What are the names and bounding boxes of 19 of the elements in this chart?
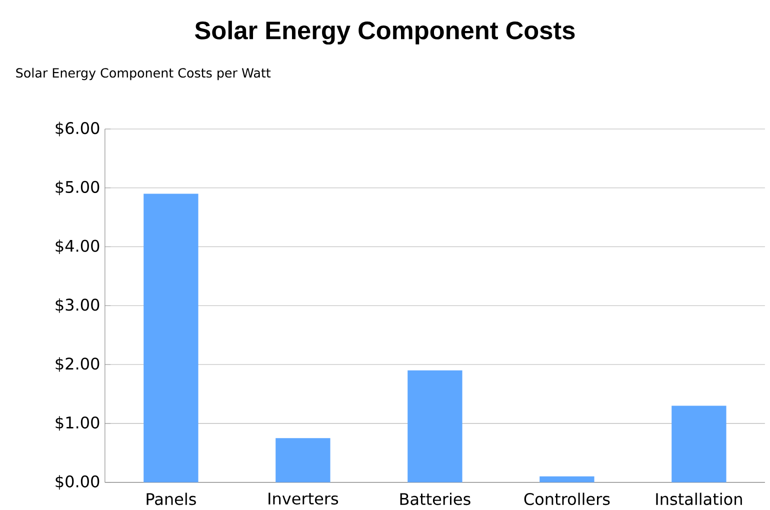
chart-title: Solar Energy Component Costs <box>195 20 575 45</box>
bar <box>672 406 726 482</box>
bar <box>276 438 330 482</box>
y-tick-label: $1.00 <box>56 416 100 431</box>
y-tick-label: $4.00 <box>56 240 100 254</box>
x-tick-label: Panels <box>146 492 196 506</box>
y-tick-label: $2.00 <box>56 357 100 372</box>
y-tick-label: $5.00 <box>56 180 100 196</box>
y-tick-label: $0.00 <box>56 475 100 490</box>
y-tick-label: $3.00 <box>56 298 100 313</box>
x-tick-label: Batteries <box>400 492 470 506</box>
x-tick-label: Inverters <box>268 492 338 505</box>
x-tick-label: Controllers <box>524 492 610 506</box>
y-tick-label: $6.00 <box>56 122 100 136</box>
bar <box>540 476 594 482</box>
bar <box>408 370 462 482</box>
bar <box>144 194 198 482</box>
y-axis-title: Solar Energy Component Costs per Watt <box>16 68 271 80</box>
x-tick-label: Installation <box>656 492 742 506</box>
